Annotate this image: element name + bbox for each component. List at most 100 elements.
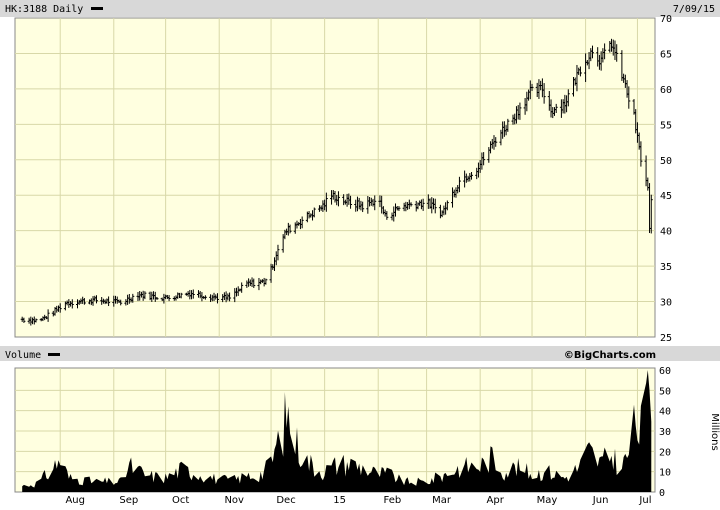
ohlc-bar bbox=[228, 292, 232, 302]
volume-tick-label: 10 bbox=[659, 468, 671, 479]
date-label: 7/09/15 bbox=[673, 4, 715, 15]
ohlc-bar bbox=[34, 318, 38, 323]
ohlc-bar bbox=[203, 295, 207, 300]
volume-grid bbox=[15, 368, 655, 492]
price-tick-label: 70 bbox=[660, 14, 672, 25]
ohlc-bar bbox=[530, 83, 534, 91]
ohlc-bar bbox=[143, 291, 147, 300]
ohlc-bar bbox=[457, 176, 461, 193]
legend-swatch bbox=[91, 7, 103, 10]
volume-legend-swatch bbox=[48, 353, 60, 356]
ohlc-bar bbox=[288, 224, 292, 234]
ohlc-bar bbox=[542, 83, 546, 104]
ohlc-bar bbox=[155, 296, 159, 300]
ohlc-bar bbox=[324, 192, 328, 212]
month-label: Jun bbox=[592, 495, 609, 506]
ohlc-bar bbox=[58, 303, 62, 313]
volume-tick-label: 60 bbox=[659, 366, 671, 377]
price-tick-label: 45 bbox=[660, 191, 672, 202]
ohlc-bar bbox=[276, 244, 280, 261]
ohlc-bar bbox=[445, 200, 449, 211]
ohlc-bar bbox=[639, 141, 643, 167]
month-label: Dec bbox=[276, 495, 295, 506]
volume-label: Volume bbox=[5, 350, 41, 361]
ohlc-bar bbox=[336, 191, 340, 207]
ohlc-bar bbox=[300, 216, 304, 229]
month-label: Mar bbox=[432, 495, 452, 506]
ohlc-bar bbox=[433, 198, 437, 214]
x-axis-labels: Aug Sep Oct Nov Dec 15 Feb Mar Apr May Jun Jul bbox=[65, 495, 651, 506]
ohlc-bar bbox=[506, 118, 510, 132]
price-tick-label: 30 bbox=[660, 298, 672, 309]
month-label: Aug bbox=[65, 495, 85, 506]
ohlc-bar bbox=[264, 278, 268, 285]
ohlc-bar bbox=[578, 66, 582, 77]
month-label: Nov bbox=[224, 495, 244, 506]
ohlc-bar bbox=[649, 194, 653, 234]
volume-header-bar bbox=[0, 346, 720, 361]
ohlc-bar bbox=[603, 43, 607, 60]
month-label: Jul bbox=[638, 495, 651, 506]
ohlc-bar bbox=[361, 201, 365, 213]
ohlc-bar bbox=[107, 296, 111, 307]
ohlc-bar bbox=[518, 102, 522, 120]
ohlc-bar bbox=[252, 278, 256, 288]
ohlc-bar bbox=[482, 152, 486, 166]
price-grid bbox=[15, 18, 655, 337]
ohlc-bar bbox=[566, 89, 570, 107]
month-label: Oct bbox=[172, 495, 189, 506]
volume-tick-label: 40 bbox=[659, 407, 671, 418]
month-label: May bbox=[537, 495, 558, 506]
ohlc-bar bbox=[179, 292, 183, 299]
ohlc-bar bbox=[494, 137, 498, 147]
ohlc-bar bbox=[470, 172, 474, 180]
symbol-label: HK:3188 Daily bbox=[5, 4, 83, 15]
ohlc-bar bbox=[421, 198, 425, 211]
ohlc-bar bbox=[627, 86, 631, 109]
volume-tick-label: 50 bbox=[659, 386, 671, 397]
ohlc-bar bbox=[240, 282, 244, 293]
ohlc-bar bbox=[70, 299, 74, 309]
price-tick-label: 35 bbox=[660, 262, 672, 273]
ohlc-bar bbox=[312, 207, 316, 218]
ohlc-bar bbox=[554, 103, 558, 114]
price-axis: 25 30 35 40 45 50 55 60 65 70 bbox=[660, 14, 672, 344]
volume-tick-label: 20 bbox=[659, 447, 671, 458]
price-tick-label: 55 bbox=[660, 120, 672, 131]
month-label: 15 bbox=[333, 495, 346, 506]
ohlc-bar bbox=[22, 317, 26, 323]
volume-area bbox=[22, 370, 652, 492]
price-bars bbox=[20, 38, 653, 326]
ohlc-bar bbox=[46, 309, 50, 322]
ohlc-bar bbox=[95, 295, 98, 304]
ohlc-bar bbox=[131, 293, 135, 303]
ohlc-bar bbox=[591, 45, 595, 59]
volume-unit-label: Millions bbox=[709, 413, 720, 450]
volume-tick-label: 0 bbox=[659, 488, 665, 499]
brand-label: ©BigCharts.com bbox=[564, 350, 656, 361]
ohlc-bar bbox=[167, 295, 171, 302]
ohlc-bar bbox=[385, 211, 389, 220]
volume-axis: 0 10 20 30 40 50 60 bbox=[659, 366, 671, 499]
header-bar bbox=[0, 0, 720, 17]
ohlc-bar bbox=[409, 202, 413, 207]
ohlc-bar bbox=[397, 206, 401, 211]
price-tick-label: 40 bbox=[660, 227, 672, 238]
price-plot-area bbox=[14, 17, 656, 338]
ohlc-bar bbox=[349, 195, 353, 209]
ohlc-bar bbox=[119, 299, 123, 306]
price-tick-label: 60 bbox=[660, 85, 672, 96]
ohlc-bar bbox=[191, 289, 195, 299]
ohlc-bar bbox=[82, 298, 86, 305]
ohlc-bar bbox=[215, 293, 219, 304]
price-tick-label: 65 bbox=[660, 49, 672, 60]
month-label: Sep bbox=[119, 495, 138, 506]
ohlc-bar bbox=[373, 195, 377, 211]
month-label: Apr bbox=[487, 495, 505, 506]
month-label: Feb bbox=[384, 495, 402, 506]
price-tick-label: 50 bbox=[660, 156, 672, 167]
ohlc-bar bbox=[615, 44, 619, 62]
volume-tick-label: 30 bbox=[659, 427, 671, 438]
price-tick-label: 25 bbox=[660, 333, 672, 344]
